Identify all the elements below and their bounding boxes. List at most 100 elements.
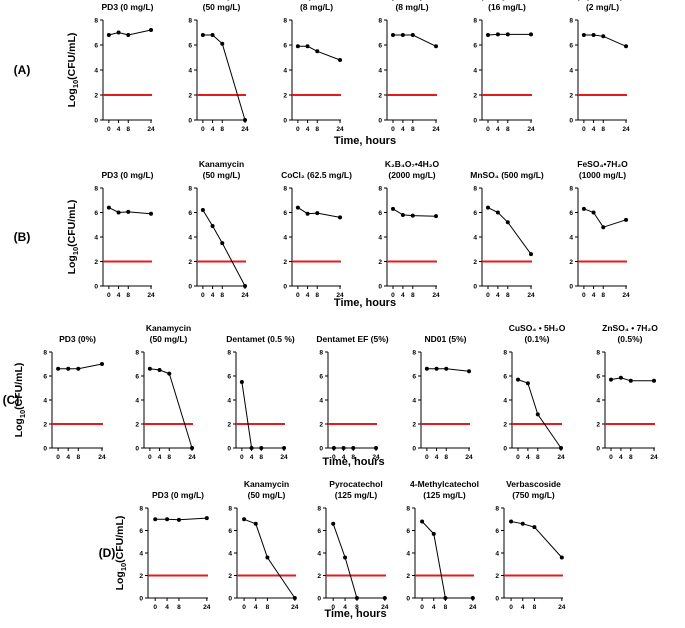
data-point [149,28,154,32]
panel-title: Dentamet EF (5%) [316,334,388,344]
row-label: (C) [3,393,20,407]
data-point [505,220,510,225]
data-point [239,380,244,384]
x-tick-label: 4 [117,126,121,133]
y-tick-label: 8 [473,186,477,193]
data-point [265,555,270,560]
data-point [331,521,336,526]
panel-title: (50 mg/L) [248,490,286,500]
y-tick-label: 4 [378,235,382,242]
y-tick-label: 2 [283,93,287,100]
x-tick-label: 0 [391,292,395,299]
x-tick-label: 24 [147,126,155,133]
y-tick-label: 0 [317,596,321,603]
series-line [58,363,103,370]
row-label: (D) [99,546,116,560]
x-tick-label: 8 [601,126,605,133]
y-tick-label: 6 [412,374,416,381]
y-tick-label: 6 [569,43,573,50]
panel-title: 4-Methylcatechol [410,479,479,489]
series-line [487,207,532,255]
y-tick-label: 6 [228,528,232,535]
y-tick-label: 2 [596,422,600,429]
y-tick-label: 4 [473,68,477,75]
y-axis-title: Log10(CFU/mL) [13,363,27,438]
panel-title: PD3 (0 mg/L) [102,170,154,180]
data-point [149,211,154,216]
data-point [391,206,395,211]
x-tick-label: 8 [355,604,359,611]
series-line [297,45,341,61]
x-tick-label: 4 [521,604,525,611]
y-tick-label: 0 [94,118,98,125]
x-tick-label: 0 [107,292,111,299]
y-tick-label: 0 [228,596,232,603]
data-point [516,377,520,382]
x-tick-label: 8 [167,454,171,461]
y-axis-title-main: Log [66,88,78,107]
data-point [99,362,104,366]
y-axis-title-rest: (CFU/mL) [13,363,25,410]
y-tick-label: 8 [188,186,192,193]
panel-title: Kanamycin [199,159,244,169]
y-axis-title-main: Log [13,418,25,437]
y-tick-label: 8 [94,186,98,193]
x-tick-label: 0 [509,604,513,611]
x-tick-label: 24 [147,292,155,299]
panel-title: MnSO₄ (500 mg/L) [470,170,544,180]
x-tick-label: 8 [506,292,510,299]
y-axis-title: Log10(CFU/mL) [114,516,128,591]
x-tick-label: 4 [401,292,405,299]
y-tick-label: 2 [43,422,47,429]
y-axis-title-sub: 10 [71,247,80,255]
y-tick-label: 0 [135,446,139,453]
data-point [243,118,248,122]
data-point [559,555,564,560]
series-line [241,381,284,449]
y-tick-label: 2 [473,259,477,266]
y-tick-label: 4 [495,551,499,558]
x-tick-label: 4 [343,604,347,611]
data-point [434,366,439,371]
y-tick-label: 6 [406,528,410,535]
y-tick-label: 4 [135,398,139,405]
y-tick-label: 0 [283,118,287,125]
series-line [332,523,385,599]
y-tick-label: 4 [43,398,47,405]
y-tick-label: 8 [135,350,139,357]
data-point [624,217,629,222]
x-tick-label: 4 [66,454,70,461]
y-tick-label: 2 [94,93,98,100]
y-tick-label: 4 [94,235,98,242]
x-tick-label: 0 [609,454,613,461]
x-tick-label: 0 [201,126,205,133]
x-tick-label: 8 [351,454,355,461]
y-tick-label: 2 [569,259,573,266]
series-line [149,368,193,449]
data-point [190,446,195,450]
y-axis-title-sub: 10 [71,80,80,88]
panel-title: ZnSO₄ • 7H₂O [602,323,658,333]
panel-title: (1000 mg/L) [579,170,626,180]
series-line [487,33,531,36]
x-axis-title: Time, hours [322,456,384,468]
y-tick-label: 6 [378,43,382,50]
data-point [176,517,181,522]
panel-title: (8 mg/L) [300,2,333,12]
y-tick-label: 6 [43,374,47,381]
y-tick-label: 6 [596,374,600,381]
y-axis-title-main: Log [114,571,126,590]
data-point [486,33,490,37]
x-tick-label: 4 [306,126,310,133]
data-point [292,596,297,600]
x-tick-label: 0 [582,292,586,299]
